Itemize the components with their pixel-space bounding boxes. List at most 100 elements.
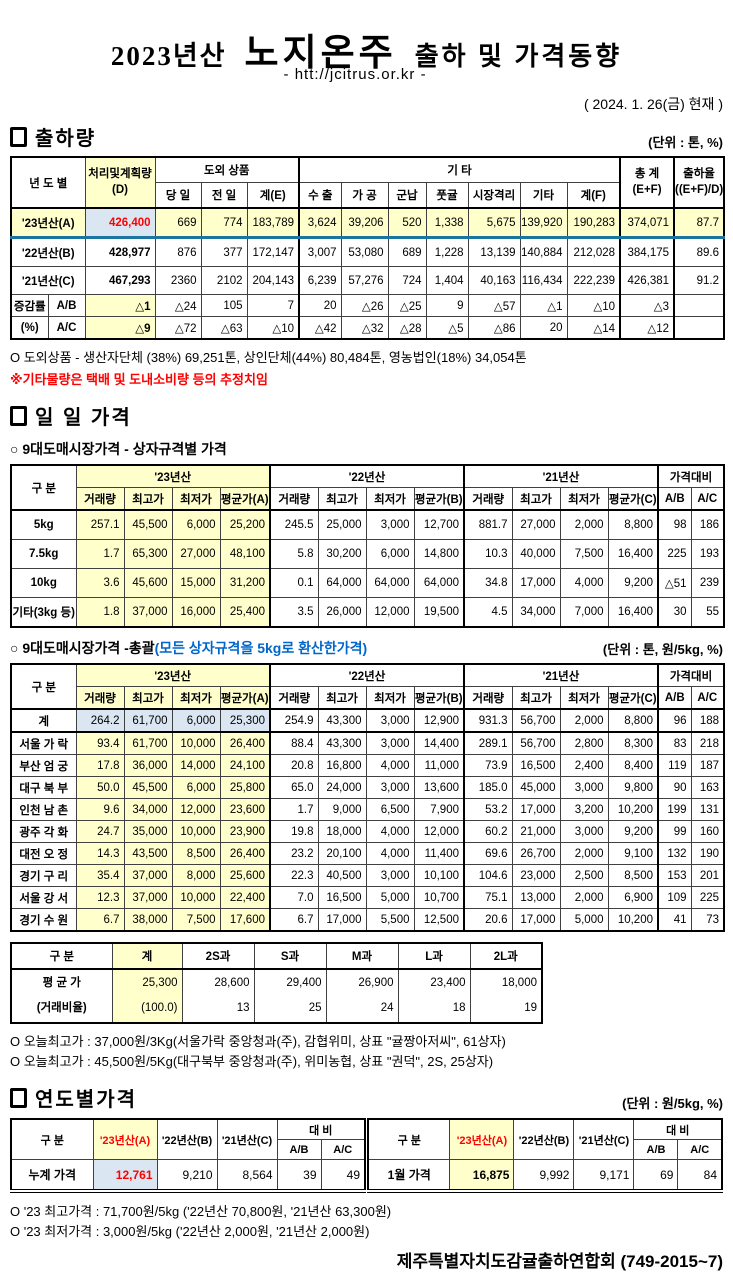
cell: 2360 <box>154 266 202 295</box>
cell: 부산 엄 궁 <box>10 754 77 777</box>
cell: 인천 남 촌 <box>10 798 77 821</box>
cell: △86 <box>467 316 521 340</box>
col-sub: 최고가 <box>511 686 561 710</box>
cell: 30 <box>657 597 692 628</box>
cell: 48,100 <box>219 539 271 569</box>
cell: 26,000 <box>317 597 367 628</box>
cell: 25,400 <box>219 597 271 628</box>
cell: 50.0 <box>75 776 125 799</box>
cell: 24,000 <box>317 776 367 799</box>
table-row: 거래량 최고가 최저가 평균가(A) 거래량 최고가 최저가 평균가(B) 거래… <box>11 686 725 710</box>
col-sub: 군납 <box>387 182 427 209</box>
col-sub: A/C <box>690 487 725 511</box>
cell: 669 <box>154 207 202 239</box>
col-sub: 기타 <box>519 182 568 209</box>
cell: 10,700 <box>413 886 465 909</box>
cell: 163 <box>690 776 725 799</box>
table-row: 7.5kg 1.7 65,300 27,000 48,100 5.8 30,200 6,000… <box>10 539 725 569</box>
cell: 109 <box>657 886 692 909</box>
cell: 6,000 <box>365 539 415 569</box>
yearly-left-head: 구 분 '23년산(A) '22년산(B) '21년산(C) 대 비 A/B A… <box>10 1118 366 1160</box>
cell: '22년산(B) <box>10 237 86 267</box>
cell: 30,200 <box>317 539 367 569</box>
cell: 대구 북 부 <box>10 776 77 799</box>
cell: 6,900 <box>607 886 659 909</box>
today-high-note-2: O 오늘최고가 : 45,500원/5Kg(대구북부 중앙청과(주), 위미농협… <box>10 1054 494 1069</box>
cell: 199 <box>657 798 692 821</box>
cell: 119 <box>657 754 692 777</box>
col-2s: 2S과 <box>181 942 255 970</box>
cell: 1,228 <box>425 237 469 267</box>
cell: 14.3 <box>75 842 125 865</box>
col-sub: 최고가 <box>317 487 367 511</box>
shipment-unit: (단위 : 톤, %) <box>648 135 723 150</box>
yearly-cumulative-table: 구 분 '23년산(A) '22년산(B) '21년산(C) 대 비 A/B A… <box>10 1118 367 1193</box>
cell: 264.2 <box>75 708 125 733</box>
year-low-footnote: O '23 최저가격 : 3,000원/5kg ('22년산 2,000원, '… <box>10 1224 370 1239</box>
cell: 3,007 <box>298 237 342 267</box>
cell: 64,000 <box>365 568 415 598</box>
cell: 374,071 <box>619 207 675 239</box>
cell: 520 <box>387 207 427 239</box>
cell: 90 <box>657 776 692 799</box>
cell: 광주 각 화 <box>10 820 77 843</box>
cell: △12 <box>619 316 675 340</box>
cell: 15,000 <box>171 568 221 598</box>
year-price-footnotes: O '23 최고가격 : 71,700원/5kg ('22년산 70,800원,… <box>10 1202 723 1242</box>
table-row: 구 분 '23년산 '22년산 '21년산 가격대비 <box>10 464 725 511</box>
cell: 98 <box>657 509 692 540</box>
cell: 11,000 <box>413 754 465 777</box>
cell: 64,000 <box>317 568 367 598</box>
cell: 8,300 <box>607 731 659 755</box>
yearly-unit: (단위 : 원/5kg, %) <box>622 1096 723 1111</box>
cell: 9,100 <box>607 842 659 865</box>
cell: 7,000 <box>559 597 609 628</box>
cell: 43,300 <box>317 731 367 755</box>
title-url: - htt://jcitrus.or.kr - <box>283 66 427 83</box>
table-row: 서울 강 서 12.3 37,000 10,000 22,400 7.0 16,500 5,0… <box>10 886 725 909</box>
cell: 7,500 <box>559 539 609 569</box>
cell: 9,992 <box>513 1159 575 1192</box>
cell: 190,283 <box>566 207 621 239</box>
table-row: 서울 가 락 93.4 61,700 10,000 26,400 88.4 43,300 3,… <box>10 731 725 755</box>
cell: 기타(3kg 등) <box>10 597 77 628</box>
market-total-price-table: 구 분 '23년산 '22년산 '21년산 가격대비 거래량 최고가 최저가 평… <box>10 663 726 932</box>
cell: 16,800 <box>317 754 367 777</box>
col-ab: A/B <box>276 1139 322 1160</box>
cell: '23년산(A) <box>10 207 86 239</box>
cell: 26,400 <box>219 731 271 755</box>
cell: △32 <box>340 316 389 340</box>
col-sub: 전 일 <box>200 182 248 209</box>
cell: 9.6 <box>75 798 125 821</box>
cell: 10,100 <box>413 864 465 887</box>
today-high-note-1: O 오늘최고가 : 37,000원/3Kg(서울가락 중앙청과(주), 감협위미… <box>10 1034 506 1049</box>
daily-sub1: ○ 9대도매시장가격 - 상자규격별 가격 <box>10 441 227 457</box>
cell: 34,000 <box>123 798 173 821</box>
cell <box>673 294 725 317</box>
cell: 3,000 <box>365 864 415 887</box>
cell: 49 <box>320 1159 366 1192</box>
cell: 4,000 <box>365 842 415 865</box>
col-sub: 평균가(A) <box>219 487 271 511</box>
col-s: S과 <box>253 942 327 970</box>
col-group-y22: '22년산 <box>269 663 465 687</box>
cell: 17,600 <box>219 908 271 932</box>
cell: 12,000 <box>413 820 465 843</box>
cell: 3,000 <box>559 820 609 843</box>
yearly-january-table: 구 분 '23년산(A) '22년산(B) '21년산(C) 대 비 A/B A… <box>366 1118 723 1193</box>
div: 13 <box>236 1002 250 1014</box>
cell: 3,000 <box>365 776 415 799</box>
table-row: 구 분 '23년산 '22년산 '21년산 가격대비 <box>10 663 725 710</box>
cell: 20 <box>298 294 342 317</box>
cell: 426,400 <box>84 207 156 239</box>
cell: 257.1 <box>75 509 125 540</box>
table-row: 인천 남 촌 9.6 34,000 12,000 23,600 1.7 9,000 6,500… <box>10 798 725 821</box>
col-group-gita: 기 타 <box>298 156 621 183</box>
shipment-heading: 출하량 <box>10 122 96 151</box>
cell: 16,000 <box>171 597 221 628</box>
cell: 40,500 <box>317 864 367 887</box>
col-sub: 최저가 <box>171 686 221 710</box>
cell: △3 <box>619 294 675 317</box>
col-sub: A/C <box>690 686 725 710</box>
table-row: 거래량 최고가 최저가 평균가(A) 거래량 최고가 최저가 평균가(B) 거래… <box>11 487 725 511</box>
